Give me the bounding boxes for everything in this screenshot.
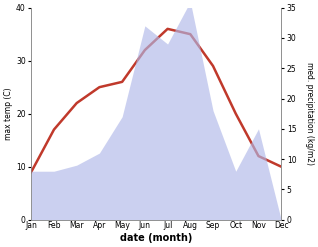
Y-axis label: max temp (C): max temp (C) — [4, 87, 13, 140]
Y-axis label: med. precipitation (kg/m2): med. precipitation (kg/m2) — [305, 62, 314, 165]
X-axis label: date (month): date (month) — [120, 233, 192, 243]
